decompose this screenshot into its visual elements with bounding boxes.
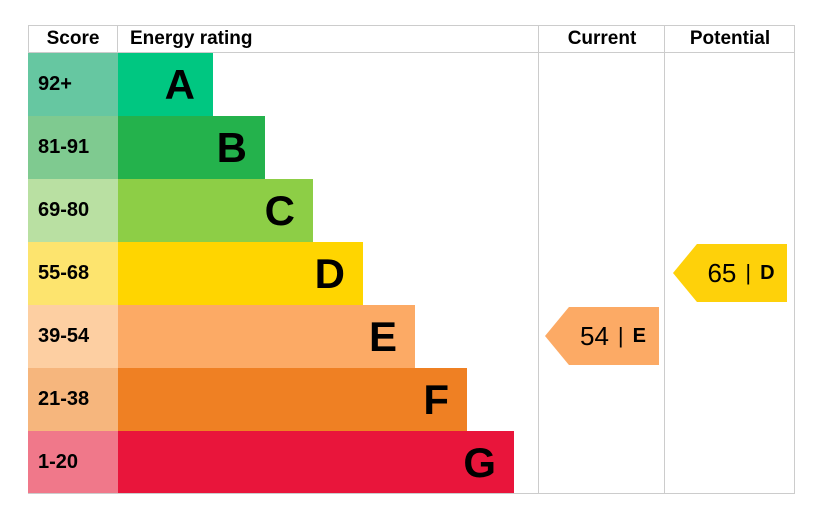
- header-potential: Potential: [665, 25, 795, 53]
- score-range-c: 69-80: [28, 179, 118, 242]
- band-row-g: 1-20 G: [28, 431, 539, 494]
- band-row-b: 81-91 B: [28, 116, 539, 179]
- band-bar-e: E: [118, 305, 415, 368]
- band-row-a: 92+ A: [28, 53, 539, 116]
- band-row-e: 39-54 E: [28, 305, 539, 368]
- potential-rating-arrow: 65 | D: [673, 244, 787, 302]
- band-row-d: 55-68 D: [28, 242, 539, 305]
- table-bottom-border: [28, 493, 795, 494]
- column-divider-current: [538, 25, 539, 494]
- score-range-b: 81-91: [28, 116, 118, 179]
- current-score-value: 54: [580, 320, 609, 351]
- score-range-g: 1-20: [28, 431, 118, 494]
- epc-rating-chart: Score Energy rating Current Potential 92…: [28, 25, 795, 494]
- score-range-a: 92+: [28, 53, 118, 116]
- table-right-border: [794, 25, 795, 494]
- band-bar-b: B: [118, 116, 265, 179]
- band-bar-a: A: [118, 53, 213, 116]
- score-range-f: 21-38: [28, 368, 118, 431]
- score-range-e: 39-54: [28, 305, 118, 368]
- band-bar-g: G: [118, 431, 514, 494]
- band-rows: 92+ A 81-91 B 69-80 C 55-68 D 39-54 E 21-38 F 1-20 G: [28, 53, 795, 494]
- band-bar-d: D: [118, 242, 363, 305]
- band-bar-c: C: [118, 179, 313, 242]
- header-row: Score Energy rating Current Potential: [28, 25, 795, 53]
- current-rating-arrow: 54 | E: [545, 307, 659, 365]
- band-row-f: 21-38 F: [28, 368, 539, 431]
- header-score: Score: [28, 25, 118, 53]
- potential-band-letter: D: [760, 261, 775, 284]
- band-row-c: 69-80 C: [28, 179, 539, 242]
- header-energy-rating: Energy rating: [118, 25, 539, 53]
- band-bar-f: F: [118, 368, 467, 431]
- header-current: Current: [539, 25, 665, 53]
- potential-score-value: 65: [707, 257, 737, 288]
- current-band-letter: E: [632, 324, 646, 347]
- score-range-d: 55-68: [28, 242, 118, 305]
- current-separator: |: [617, 323, 624, 348]
- column-divider-potential: [664, 25, 665, 494]
- potential-separator: |: [745, 260, 752, 285]
